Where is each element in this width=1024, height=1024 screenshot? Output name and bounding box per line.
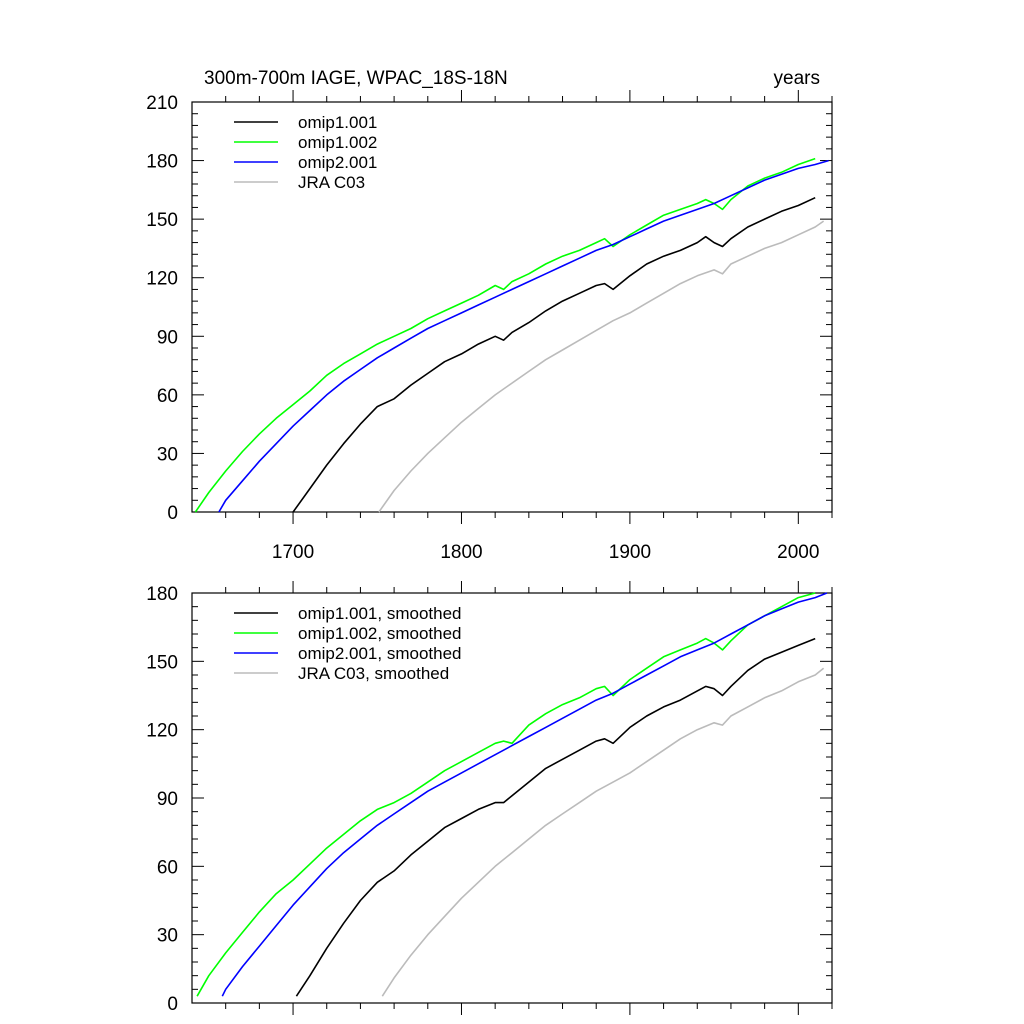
bottom-panel: 0 30 60 90 120 150 180 omip1.001, smoothedomip1…	[146, 581, 833, 1015]
series-line-0	[295, 637, 816, 997]
chart-title: 300m-700m IAGE, WPAC_18S-18N	[204, 68, 508, 89]
y-tick-label: 60	[157, 857, 178, 878]
y-tick-label: 30	[157, 444, 178, 465]
y-tick-label: 0	[167, 503, 178, 524]
series-line-3	[381, 667, 825, 997]
series-line-1	[194, 157, 816, 513]
y-tick-label: 180	[146, 152, 178, 173]
legend-label: omip1.002, smoothed	[298, 624, 462, 643]
legend-label: omip1.001, smoothed	[298, 604, 462, 623]
y-tick-label: 150	[146, 652, 178, 673]
y-tick-label: 30	[157, 926, 178, 947]
y-tick-label: 60	[157, 386, 178, 407]
series-line-1	[196, 592, 816, 997]
y-tick-label: 180	[146, 584, 178, 605]
series-line-2	[218, 159, 829, 513]
y-tick-label: 120	[146, 721, 178, 742]
legend-label: omip1.002	[298, 133, 377, 152]
y-tick-label: 90	[157, 327, 178, 348]
chart-units: years	[774, 68, 820, 89]
y-tick-label: 0	[167, 994, 178, 1015]
series-line-2	[221, 592, 828, 997]
series-line-3	[378, 220, 825, 513]
x-tick-label: 1700	[272, 542, 314, 563]
plot-frame	[191, 101, 833, 513]
top-panel: 0 30 60 90 120 150 180 210 1700 1800 1900 2000 omip1…	[146, 90, 833, 563]
plot-frame	[191, 592, 833, 1004]
series-line-0	[292, 196, 816, 513]
legend-label: omip2.001, smoothed	[298, 644, 462, 663]
x-tick-label: 1800	[440, 542, 482, 563]
legend-label: JRA C03	[298, 173, 365, 192]
legend-label: omip2.001	[298, 153, 377, 172]
y-tick-label: 210	[146, 93, 178, 114]
x-tick-label: 2000	[777, 542, 819, 563]
y-tick-label: 150	[146, 210, 178, 231]
x-tick-label: 1900	[609, 542, 651, 563]
y-tick-label: 90	[157, 789, 178, 810]
legend-label: JRA C03, smoothed	[298, 664, 449, 683]
legend-label: omip1.001	[298, 113, 377, 132]
y-tick-label: 120	[146, 269, 178, 290]
